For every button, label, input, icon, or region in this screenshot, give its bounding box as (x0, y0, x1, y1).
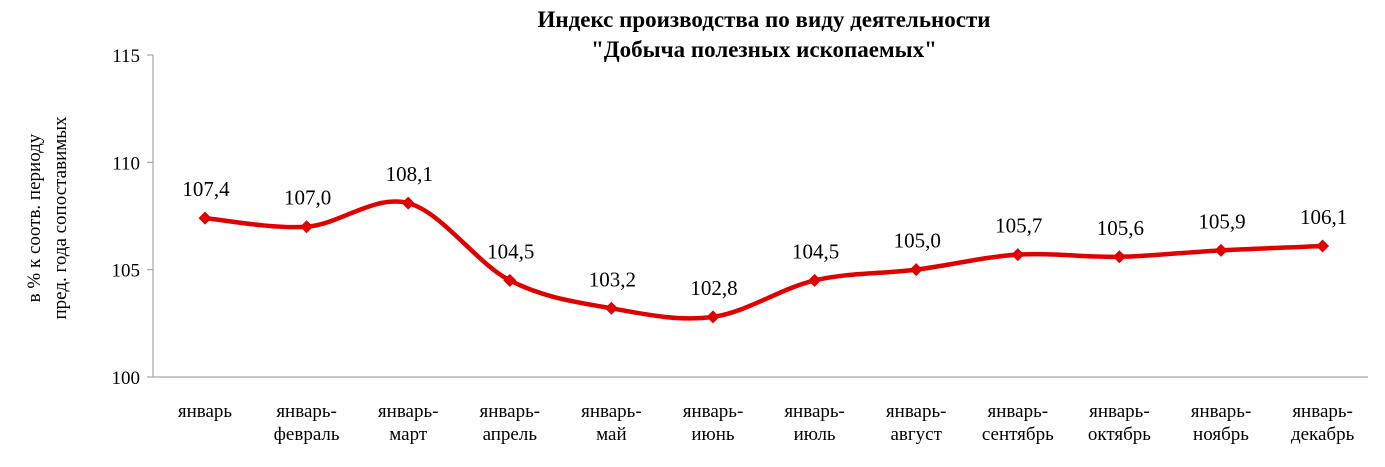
x-category-label: июнь (691, 424, 735, 445)
x-category-label: январь- (378, 401, 439, 422)
data-label: 104,5 (487, 239, 534, 263)
x-category-label: февраль (274, 424, 340, 445)
data-point-marker (401, 196, 415, 210)
data-label: 107,0 (284, 186, 331, 210)
data-point-marker (1214, 243, 1228, 257)
x-category-label: январь- (886, 401, 947, 422)
x-category-label: январь- (683, 401, 744, 422)
x-category-label: декабрь (1291, 424, 1355, 445)
data-point-marker (604, 301, 618, 315)
data-label: 105,9 (1198, 209, 1245, 233)
x-category-label: январь- (480, 401, 541, 422)
y-tick-label: 110 (112, 153, 140, 174)
y-tick-label: 105 (112, 261, 141, 282)
x-category-label: январь- (276, 401, 337, 422)
data-label: 108,1 (386, 162, 433, 186)
data-point-marker (300, 220, 314, 234)
data-point-marker (706, 310, 720, 324)
y-tick-label: 115 (112, 46, 140, 67)
x-category-label: январь (178, 401, 233, 422)
x-category-label: май (596, 424, 627, 445)
data-label: 105,6 (1097, 216, 1144, 240)
data-label: 104,5 (792, 239, 839, 263)
data-point-marker (503, 273, 517, 287)
data-label: 106,1 (1300, 205, 1347, 229)
x-category-label: январь- (988, 401, 1049, 422)
data-point-marker (1112, 250, 1126, 264)
data-label: 103,2 (589, 267, 636, 291)
y-axis-title-line: в % к соотв. периоду (24, 133, 45, 302)
x-category-label: апрель (483, 424, 538, 445)
x-category-label: январь- (1292, 401, 1353, 422)
x-category-label: сентябрь (982, 424, 1054, 445)
data-point-marker (198, 211, 212, 225)
y-axis-title-line: пред. года сопоставимых (50, 116, 71, 320)
x-category-label: январь- (1191, 401, 1252, 422)
y-tick-label: 100 (112, 368, 141, 389)
series-line (204, 199, 1323, 321)
x-category-label: июль (794, 424, 836, 445)
x-category-label: октябрь (1088, 424, 1151, 445)
data-label: 107,4 (182, 177, 230, 201)
data-point-marker (808, 273, 822, 287)
x-category-label: январь- (784, 401, 845, 422)
data-label: 105,7 (995, 214, 1042, 238)
chart-title-line: "Добыча полезных ископаемых" (591, 37, 937, 62)
data-point-marker (1011, 248, 1025, 262)
x-category-label: январь- (581, 401, 642, 422)
data-label: 105,0 (894, 229, 941, 253)
chart-title-line: Индекс производства по виду деятельности (537, 7, 990, 32)
data-point-marker (1316, 239, 1330, 253)
x-category-label: март (389, 424, 428, 445)
x-category-label: январь- (1089, 401, 1150, 422)
data-point-marker (909, 263, 923, 277)
x-category-label: ноябрь (1193, 424, 1249, 445)
data-label: 102,8 (690, 276, 737, 300)
x-category-label: август (890, 424, 942, 445)
